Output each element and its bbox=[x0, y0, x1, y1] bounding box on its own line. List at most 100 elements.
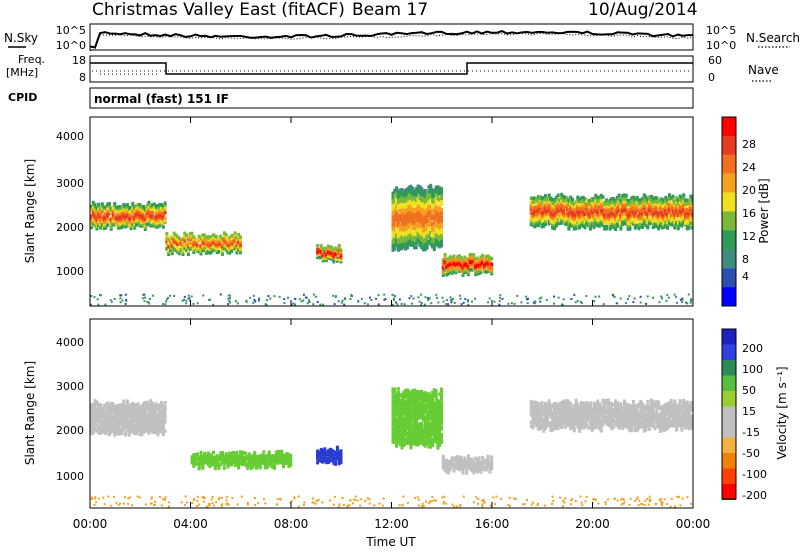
echo-cell bbox=[247, 460, 251, 464]
echo-cell bbox=[407, 401, 411, 405]
echo-cell bbox=[436, 232, 440, 236]
echo-cell bbox=[398, 423, 402, 428]
echo-cell bbox=[231, 239, 235, 244]
echo-cell bbox=[666, 198, 670, 202]
echo-cell bbox=[414, 189, 418, 193]
echo-cell bbox=[445, 269, 449, 273]
echo-cell bbox=[685, 202, 689, 206]
echo-cell bbox=[588, 210, 592, 214]
echo-cell bbox=[156, 406, 160, 410]
echo-cell bbox=[221, 250, 224, 254]
echo-cell bbox=[409, 408, 413, 412]
echo-cell bbox=[208, 236, 212, 240]
echo-cell bbox=[93, 218, 97, 222]
echo-cell bbox=[90, 223, 93, 228]
echo-cell bbox=[641, 216, 644, 220]
echo-cell bbox=[601, 214, 605, 218]
echo-cell bbox=[129, 425, 133, 430]
echo-cell bbox=[671, 209, 675, 214]
echo-cell bbox=[122, 218, 126, 222]
echo-cell bbox=[535, 221, 539, 226]
echo-cell bbox=[323, 453, 327, 457]
echo-cell bbox=[398, 233, 402, 238]
echo-cell bbox=[536, 217, 540, 222]
echo-cell bbox=[425, 434, 429, 438]
echo-cell bbox=[160, 214, 163, 218]
echo-cell bbox=[411, 216, 415, 221]
echo-cell bbox=[102, 405, 106, 410]
echo-cell bbox=[436, 440, 440, 445]
echo-cell bbox=[393, 245, 397, 249]
echo-cell bbox=[158, 208, 162, 213]
echo-cell bbox=[429, 197, 433, 201]
echo-cell bbox=[436, 400, 440, 405]
echo-cell bbox=[608, 227, 612, 231]
echo-cell bbox=[163, 216, 167, 221]
echo-cell bbox=[169, 246, 172, 250]
echo-cell bbox=[465, 261, 469, 265]
echo-cell bbox=[124, 431, 128, 435]
echo-cell bbox=[169, 238, 172, 243]
echo-cell bbox=[409, 415, 413, 420]
echo-cell bbox=[669, 219, 673, 223]
echo-cell bbox=[601, 212, 605, 216]
echo-cell bbox=[554, 212, 558, 217]
freq-trace bbox=[90, 62, 693, 75]
echo-cell bbox=[391, 429, 395, 433]
echo-cell bbox=[393, 222, 397, 227]
echo-cell bbox=[405, 238, 409, 242]
echo-cell bbox=[416, 431, 420, 436]
echo-cell bbox=[562, 196, 565, 201]
echo-cell bbox=[404, 194, 408, 198]
echo-cell bbox=[400, 408, 404, 412]
echo-cell bbox=[445, 257, 449, 262]
echo-cell bbox=[438, 409, 442, 413]
echo-cell bbox=[635, 205, 639, 209]
echo-cell bbox=[149, 214, 153, 218]
noise-traces bbox=[89, 30, 694, 52]
echo-cell bbox=[407, 416, 411, 420]
echo-cell bbox=[136, 210, 140, 215]
echo-cell bbox=[283, 457, 287, 462]
scatter-cell bbox=[436, 296, 438, 299]
echo-cell bbox=[680, 220, 684, 224]
echo-cell bbox=[405, 187, 409, 191]
echo-cell bbox=[407, 399, 411, 403]
echo-cell bbox=[396, 208, 400, 213]
echo-cell bbox=[619, 221, 623, 225]
echo-cell bbox=[265, 461, 269, 465]
nsearch-label: N.Search bbox=[746, 31, 800, 45]
echo-cell bbox=[599, 201, 603, 205]
echo-cell bbox=[134, 407, 138, 411]
echo-cell bbox=[682, 214, 686, 218]
echo-cell bbox=[201, 462, 205, 466]
echo-cell bbox=[556, 197, 560, 201]
echo-cell bbox=[551, 209, 555, 213]
echo-cell bbox=[280, 451, 284, 456]
echo-cell bbox=[142, 214, 145, 218]
echo-cell bbox=[404, 215, 408, 219]
echo-cell bbox=[685, 221, 689, 225]
echo-cell bbox=[134, 206, 138, 210]
echo-cell bbox=[432, 194, 436, 199]
echo-cell bbox=[420, 238, 424, 242]
echo-cell bbox=[438, 216, 442, 221]
echo-cell bbox=[163, 207, 167, 211]
echo-cell bbox=[147, 412, 151, 416]
echo-cell bbox=[551, 224, 555, 228]
echo-cell bbox=[440, 234, 443, 238]
echo-cell bbox=[239, 461, 242, 465]
echo-cell bbox=[651, 225, 655, 230]
scatter-cell bbox=[498, 303, 501, 306]
echo-cell bbox=[432, 190, 436, 195]
echo-cell bbox=[619, 215, 623, 220]
echo-cell bbox=[409, 442, 413, 446]
echo-cell bbox=[398, 194, 402, 198]
echo-cell bbox=[587, 214, 591, 218]
echo-cell bbox=[158, 414, 162, 419]
echo-cell bbox=[653, 222, 657, 227]
echo-cell bbox=[472, 463, 476, 467]
echo-cell bbox=[556, 206, 560, 211]
echo-cell bbox=[649, 208, 653, 212]
echo-cell bbox=[285, 461, 289, 465]
